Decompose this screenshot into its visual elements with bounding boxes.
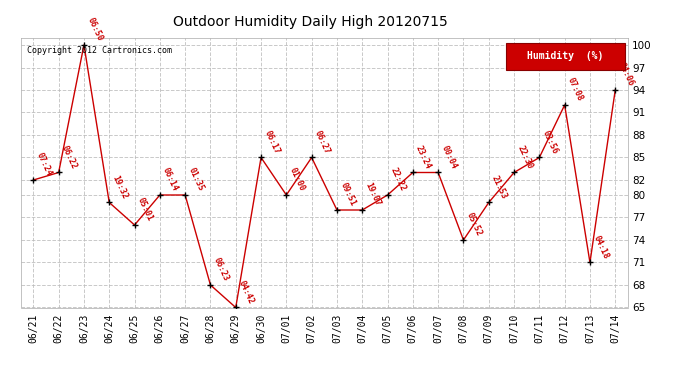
Text: 07:24: 07:24 xyxy=(34,151,53,178)
Text: Humidity  (%): Humidity (%) xyxy=(527,51,604,62)
Text: 06:50: 06:50 xyxy=(85,16,104,43)
Text: 06:27: 06:27 xyxy=(313,129,332,155)
Text: 05:01: 05:01 xyxy=(136,196,155,223)
Text: 22:22: 22:22 xyxy=(388,166,408,193)
Text: 07:08: 07:08 xyxy=(566,76,584,103)
Text: 01:35: 01:35 xyxy=(186,166,205,193)
Text: 19:07: 19:07 xyxy=(364,181,382,208)
Text: 05:52: 05:52 xyxy=(464,211,484,238)
Text: 23:24: 23:24 xyxy=(414,144,433,170)
Text: 22:30: 22:30 xyxy=(515,144,534,170)
Text: 06:14: 06:14 xyxy=(161,166,180,193)
Text: 06:22: 06:22 xyxy=(60,144,79,170)
Text: 04:06: 04:06 xyxy=(617,61,635,88)
Text: 01:00: 01:00 xyxy=(288,166,306,193)
Text: 06:17: 06:17 xyxy=(262,129,281,155)
Text: 00:04: 00:04 xyxy=(440,144,458,170)
Text: 09:51: 09:51 xyxy=(338,181,357,208)
Text: 21:53: 21:53 xyxy=(490,174,509,200)
Text: 04:18: 04:18 xyxy=(591,234,610,260)
Text: 06:23: 06:23 xyxy=(212,256,230,283)
Text: Copyright 2012 Cartronics.com: Copyright 2012 Cartronics.com xyxy=(27,46,172,55)
Text: 03:56: 03:56 xyxy=(541,129,560,155)
Text: 19:32: 19:32 xyxy=(110,174,129,200)
Text: Outdoor Humidity Daily High 20120715: Outdoor Humidity Daily High 20120715 xyxy=(173,15,448,29)
Text: 04:42: 04:42 xyxy=(237,279,256,305)
FancyBboxPatch shape xyxy=(506,43,625,70)
